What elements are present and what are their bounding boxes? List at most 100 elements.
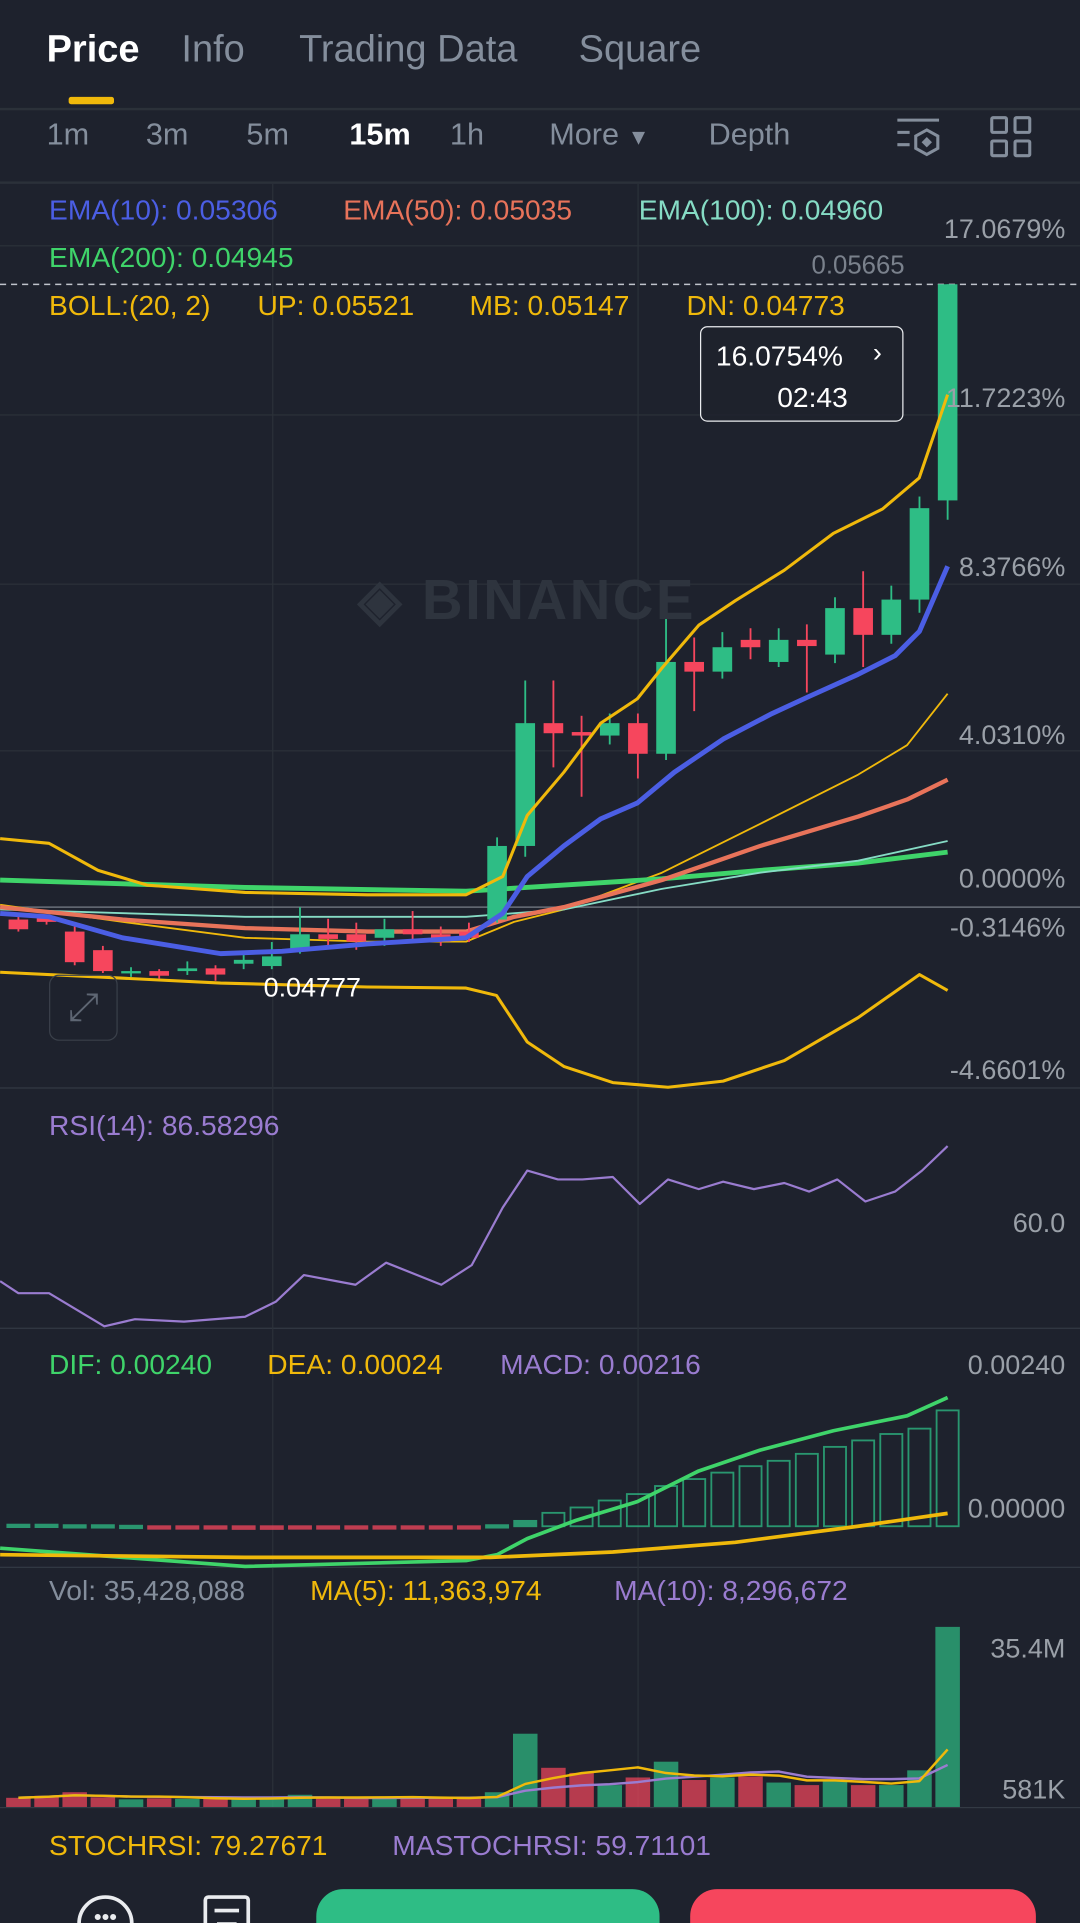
macd-histogram-bar — [90, 1524, 115, 1529]
axis-label: 0.0000% — [958, 863, 1066, 894]
candle-body — [262, 956, 282, 967]
candle-body — [937, 284, 958, 501]
interval-1h[interactable]: 1h — [449, 117, 485, 153]
interval-3m[interactable]: 3m — [145, 117, 189, 153]
macd-histogram-bar — [428, 1525, 453, 1530]
boll-up-label: UP: 0.05521 — [257, 289, 415, 322]
macd-histogram-bar — [879, 1433, 904, 1528]
macd-histogram-bar — [400, 1525, 425, 1530]
depth-button[interactable]: Depth — [708, 117, 791, 153]
divider — [0, 181, 1080, 184]
interval-15m[interactable]: 15m — [349, 117, 411, 153]
tab-square[interactable]: Square — [578, 26, 702, 70]
indicator-settings-icon[interactable] — [895, 115, 942, 157]
macd-histogram-bar — [738, 1465, 763, 1528]
tooltip-change: 16.0754% — [715, 339, 843, 372]
volume-bar — [90, 1797, 116, 1807]
volume-bar — [597, 1785, 622, 1807]
candle-body — [599, 723, 620, 736]
macd-axis-label: 0.00240 — [967, 1349, 1066, 1381]
macd-histogram-bar — [231, 1525, 256, 1530]
ema200-label: EMA(200): 0.04945 — [49, 241, 294, 274]
binance-logo-icon: ◈ — [357, 567, 404, 632]
macd-histogram-bar — [851, 1439, 876, 1528]
volume-ma5-label: MA(5): 11,363,974 — [310, 1574, 542, 1606]
divider — [0, 107, 1080, 111]
gridline-vertical — [272, 183, 274, 1807]
volume-bar — [231, 1799, 256, 1807]
price-tooltip[interactable]: 16.0754% › 02:43 — [699, 326, 904, 422]
tab-info[interactable]: Info — [181, 26, 245, 70]
volume-bar — [400, 1797, 425, 1807]
candle-body — [487, 845, 507, 920]
volume-bar — [710, 1777, 735, 1807]
volume-bar — [653, 1761, 679, 1807]
tab-price[interactable]: Price — [46, 26, 140, 70]
candle-body — [656, 661, 676, 754]
dea-line — [0, 1511, 948, 1560]
buy-button[interactable] — [316, 1889, 660, 1923]
more-label: More — [549, 117, 620, 153]
volume-bar — [146, 1798, 172, 1807]
macd-histogram-bar — [907, 1427, 932, 1528]
gridline — [0, 414, 1080, 416]
gridline-vertical — [637, 183, 639, 1807]
volume-bar — [6, 1797, 31, 1807]
boll-mb-line — [0, 693, 949, 943]
volume-bar — [315, 1797, 341, 1807]
volume-bar — [118, 1799, 144, 1807]
gridline — [0, 245, 1080, 247]
macd-label: MACD: 0.00216 — [500, 1348, 701, 1381]
volume-bar — [428, 1797, 454, 1807]
dif-line — [0, 1395, 949, 1569]
interval-5m[interactable]: 5m — [246, 117, 289, 153]
macd-histogram-bar — [625, 1493, 650, 1528]
volume-ma5-line — [18, 1748, 949, 1800]
axis-label: -4.6601% — [949, 1054, 1066, 1085]
sell-button[interactable] — [690, 1889, 1036, 1923]
candle-body — [712, 647, 733, 672]
grid-layout-icon[interactable] — [989, 115, 1033, 159]
candle-body — [374, 929, 395, 938]
tab-trading-data[interactable]: Trading Data — [299, 26, 518, 70]
macd-histogram-bar — [823, 1445, 847, 1528]
expand-icon[interactable]: ⤢ — [49, 974, 118, 1041]
macd-histogram-bar — [513, 1519, 538, 1528]
candle-body — [628, 723, 648, 754]
axis-label: -0.3146% — [949, 912, 1066, 943]
low-price-marker: 0.04777 — [263, 972, 362, 1003]
candle-body — [318, 934, 338, 939]
stochrsi-label: STOCHRSI: 79.27671 — [49, 1829, 328, 1861]
candle-body — [346, 934, 367, 942]
boll-label: BOLL:(20, 2) — [49, 289, 211, 322]
boll-dn-label: DN: 0.04773 — [686, 289, 845, 322]
volume-bar — [738, 1776, 763, 1807]
current-price-label: 0.05665 — [811, 251, 905, 280]
candle-body — [740, 639, 761, 648]
orders-icon[interactable] — [203, 1895, 251, 1923]
gridline — [0, 750, 1080, 752]
chevron-right-icon: › — [872, 337, 882, 368]
volume-bar — [203, 1797, 228, 1807]
interval-more[interactable]: More ▼ — [549, 118, 649, 154]
candle-body — [684, 661, 705, 672]
dea-label: DEA: 0.00024 — [267, 1348, 443, 1381]
interval-1m[interactable]: 1m — [46, 117, 90, 153]
candle-body — [881, 599, 902, 635]
volume-bar — [850, 1785, 876, 1807]
candle-body — [768, 639, 789, 662]
panel-divider — [0, 1327, 1080, 1329]
macd-histogram-bar — [62, 1524, 87, 1529]
volume-bar — [766, 1782, 791, 1807]
volume-bar — [512, 1733, 538, 1807]
candle-body — [909, 508, 930, 600]
candle-body — [36, 916, 57, 922]
dif-label: DIF: 0.00240 — [49, 1348, 213, 1381]
candle-body — [64, 931, 85, 963]
volume-ma10-label: MA(10): 8,296,672 — [614, 1574, 848, 1606]
candle-body — [543, 723, 564, 734]
axis-label: 4.0310% — [958, 719, 1066, 751]
candle-body — [853, 608, 873, 635]
